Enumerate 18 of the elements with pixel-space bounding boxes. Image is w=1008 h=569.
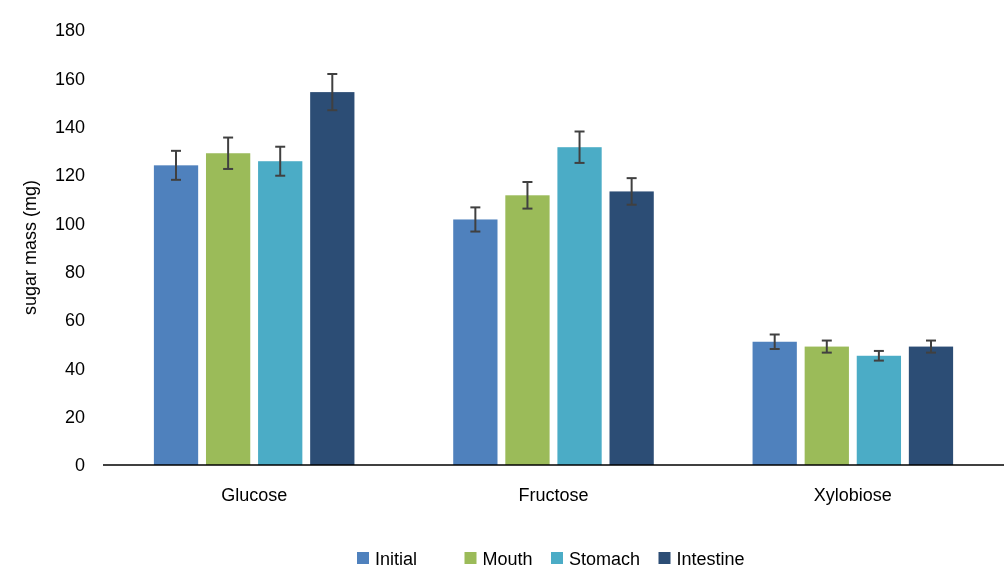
y-tick-label: 80 <box>64 261 85 282</box>
x-tick-label: Glucose <box>221 485 288 505</box>
x-tick-label: Xylobiose <box>813 485 892 505</box>
y-tick-label: 100 <box>54 213 85 234</box>
y-tick-label: 120 <box>54 165 85 186</box>
y-tick-label: 60 <box>64 310 85 331</box>
y-tick-label: 40 <box>64 358 85 379</box>
y-tick-label: 160 <box>54 68 85 89</box>
y-tick-label: 140 <box>54 116 85 137</box>
x-tick-label: Fructose <box>518 485 589 505</box>
legend-label: Intestine <box>676 549 745 569</box>
y-tick-label: 20 <box>64 406 85 427</box>
y-tick-label: 0 <box>74 455 85 476</box>
legend-label: Mouth <box>482 549 533 569</box>
y-tick-label: 180 <box>54 20 85 41</box>
y-axis-title: sugar mass (mg) <box>20 179 40 316</box>
legend-label: Stomach <box>569 549 641 569</box>
legend-label: Initial <box>375 549 418 569</box>
